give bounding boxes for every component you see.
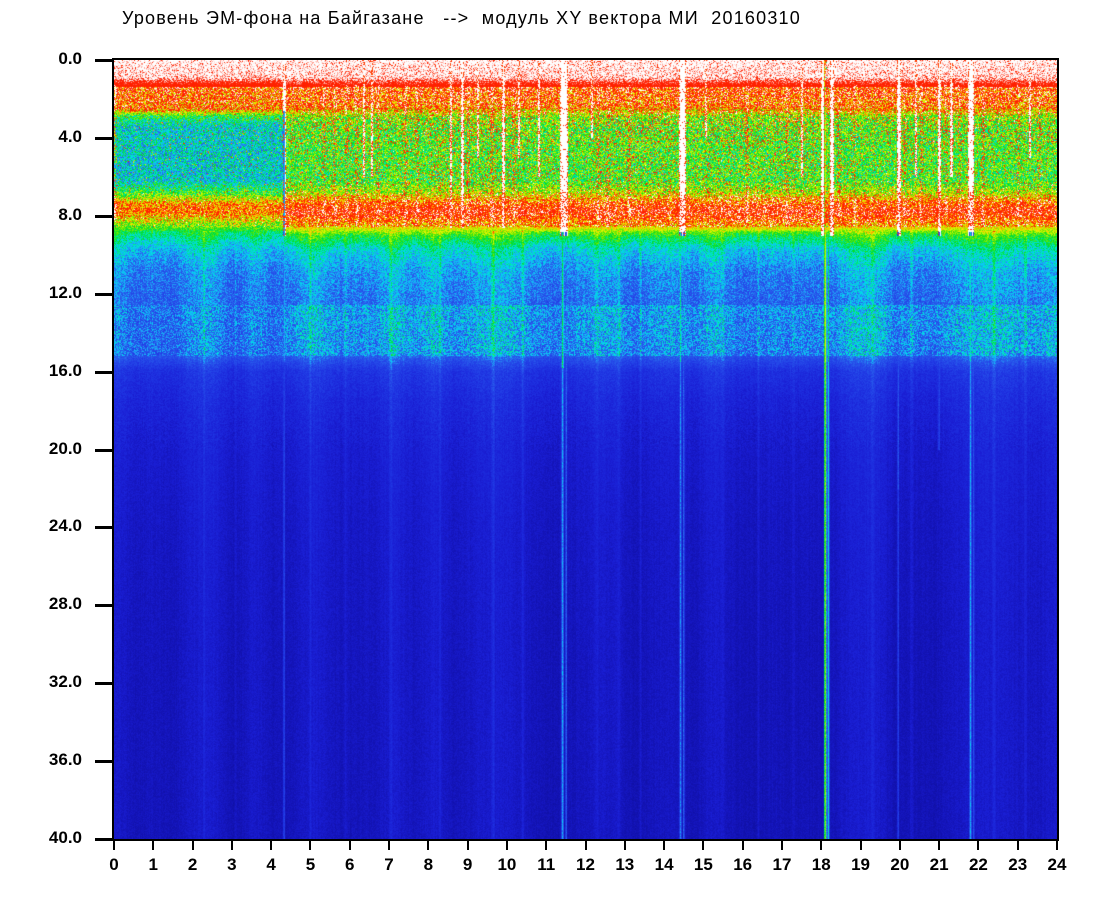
y-tick-label: 40.0: [48, 828, 82, 847]
y-tick: [95, 370, 112, 374]
x-tick: [663, 841, 666, 850]
y-tick: [95, 838, 112, 841]
x-tick: [113, 841, 115, 850]
y-tick-label: 36.0: [48, 750, 82, 770]
x-tick-label: 12: [576, 855, 595, 874]
x-tick-label: 1: [148, 855, 159, 874]
y-tick: [95, 604, 112, 608]
x-tick: [348, 841, 351, 850]
y-tick-label: 0.0: [58, 49, 82, 68]
y-tick: [95, 136, 112, 140]
y-tick-label: 28.0: [48, 594, 82, 614]
x-tick: [584, 841, 587, 850]
x-tick-label: 13: [615, 855, 635, 874]
plot-frame: [112, 58, 1059, 841]
x-tick-label: 5: [305, 855, 316, 874]
x-tick-label: 8: [423, 855, 434, 874]
x-tick: [702, 841, 705, 850]
x-tick-label: 19: [851, 855, 870, 874]
y-tick: [95, 214, 112, 218]
x-tick-label: 16: [733, 855, 753, 874]
x-tick-label: 11: [537, 855, 556, 874]
y-tick-label: 32.0: [48, 672, 82, 692]
x-tick: [820, 841, 823, 850]
y-tick: [95, 59, 112, 62]
x-tick: [505, 841, 508, 850]
y-tick-label: 24.0: [48, 516, 82, 536]
spectrogram-canvas: [114, 60, 1057, 839]
x-tick: [1016, 841, 1019, 850]
x-tick: [427, 841, 430, 850]
x-tick-label: 10: [497, 855, 517, 874]
x-tick-label: 24: [1047, 855, 1067, 874]
x-tick-label: 18: [811, 855, 831, 874]
y-tick: [95, 760, 112, 764]
x-tick-label: 14: [654, 855, 674, 874]
x-tick: [191, 841, 194, 850]
x-tick-label: 17: [772, 855, 792, 874]
chart-title: Уровень ЭМ-фона на Байгазане --> модуль …: [122, 8, 801, 28]
y-tick: [95, 526, 112, 530]
x-tick: [309, 841, 312, 850]
x-tick-label: 9: [462, 855, 473, 874]
y-tick: [95, 448, 112, 452]
x-tick: [545, 841, 548, 850]
x-tick: [780, 841, 783, 850]
y-tick-label: 4.0: [58, 126, 82, 146]
x-tick: [623, 841, 626, 850]
x-tick-label: 15: [693, 855, 713, 874]
x-tick: [859, 841, 862, 850]
x-tick: [977, 841, 980, 850]
x-tick-label: 20: [890, 855, 910, 874]
y-tick: [95, 292, 112, 296]
x-tick: [466, 841, 469, 850]
x-tick-label: 7: [384, 855, 394, 874]
x-tick-label: 22: [968, 855, 988, 874]
y-tick-label: 16.0: [48, 360, 82, 380]
x-tick: [938, 841, 941, 850]
x-tick-label: 21: [929, 855, 949, 874]
x-tick: [388, 841, 391, 850]
x-tick-label: 6: [345, 855, 355, 874]
x-tick: [230, 841, 233, 850]
x-tick: [152, 841, 155, 850]
x-tick-label: 0: [109, 855, 119, 874]
x-tick: [898, 841, 901, 850]
y-tick-label: 12.0: [48, 282, 82, 302]
y-tick-label: 20.0: [48, 438, 82, 458]
x-tick: [741, 841, 744, 850]
y-tick: [95, 682, 112, 686]
x-tick: [270, 841, 273, 850]
x-tick-label: 2: [187, 855, 198, 874]
x-tick: [1056, 841, 1058, 850]
x-tick-label: 4: [266, 855, 276, 874]
x-tick-label: 3: [227, 855, 237, 874]
y-tick-label: 8.0: [58, 204, 82, 224]
x-tick-label: 23: [1008, 855, 1028, 874]
